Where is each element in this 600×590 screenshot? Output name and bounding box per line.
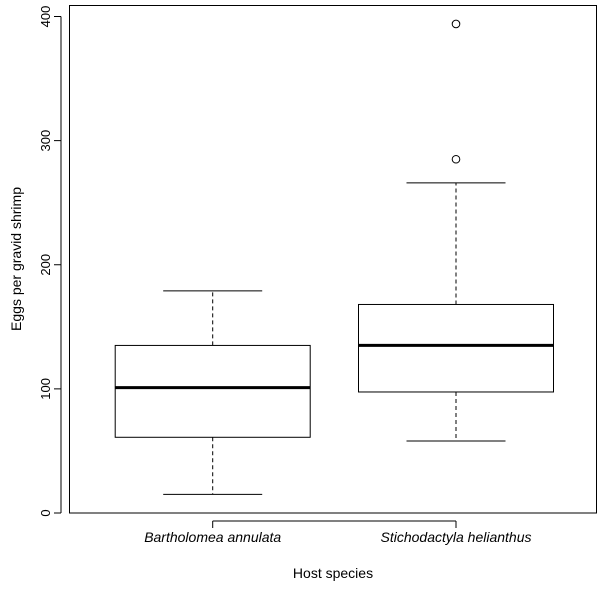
plot-frame (69, 5, 597, 514)
x-tick-label: Bartholomea annulata (144, 529, 281, 545)
y-tick-label: 200 (38, 254, 53, 276)
x-tick-label: Stichodactyla helianthus (381, 529, 532, 545)
y-axis-label: Eggs per gravid shrimp (8, 187, 24, 331)
box-0 (114, 290, 311, 495)
outlier-point (451, 19, 461, 29)
box-1 (358, 19, 554, 442)
y-tick-label: 300 (38, 130, 53, 152)
y-tick-label: 400 (38, 6, 53, 28)
x-axis: Bartholomea annulata Stichodactyla helian… (144, 520, 532, 545)
boxes (114, 19, 554, 495)
x-axis-label: Host species (293, 565, 373, 581)
box-iqr (114, 344, 311, 438)
outlier-point (451, 154, 461, 164)
y-tick-label: 0 (38, 509, 53, 516)
y-tick-label: 100 (38, 378, 53, 400)
box-iqr (358, 303, 554, 393)
y-axis: 0 100 200 300 400 (38, 6, 62, 517)
